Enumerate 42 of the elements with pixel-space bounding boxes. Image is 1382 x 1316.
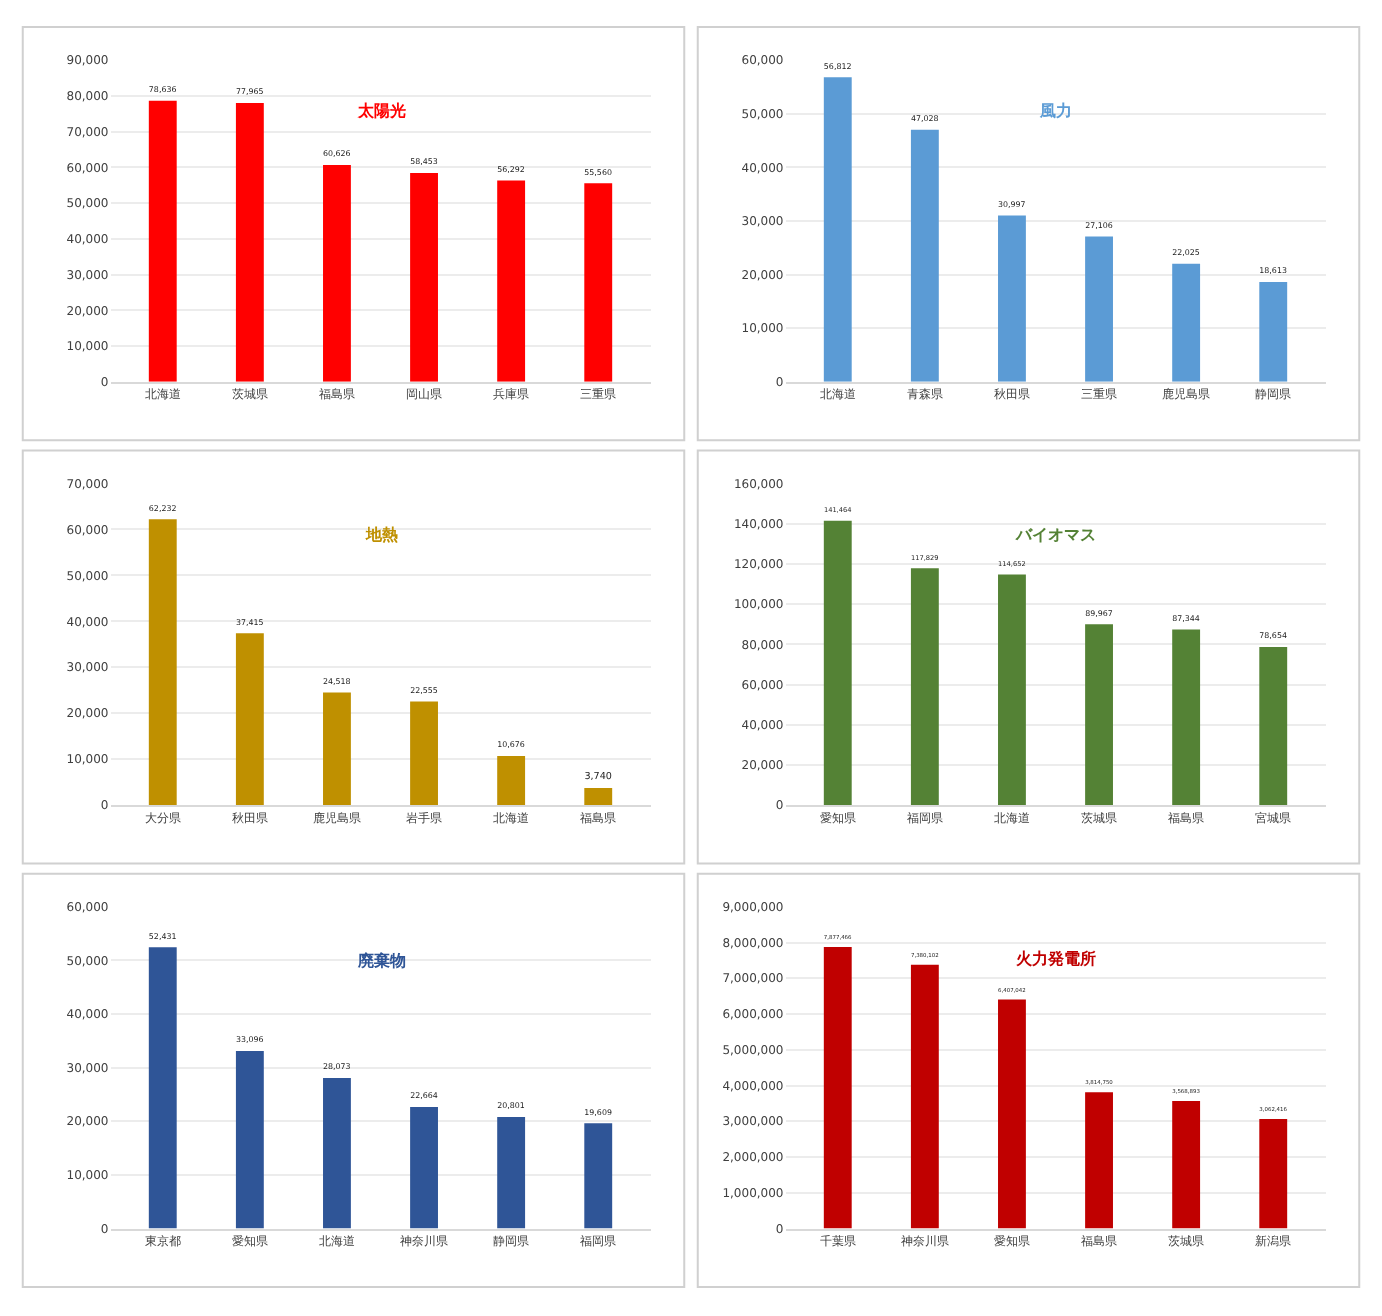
bar [148, 947, 177, 1229]
bar [235, 1051, 264, 1229]
bar [998, 215, 1026, 382]
bar [235, 103, 264, 382]
bar [148, 100, 177, 382]
bar [823, 520, 852, 806]
bar [1085, 1092, 1113, 1229]
bar [1172, 629, 1201, 806]
bar [1085, 236, 1113, 382]
bar [823, 77, 852, 382]
bar [410, 1106, 438, 1229]
bar [584, 183, 613, 382]
text: 風力 [1038, 102, 1072, 120]
bar [323, 165, 351, 382]
bar [497, 1116, 526, 1229]
bar [497, 180, 526, 382]
bar [1259, 282, 1288, 382]
bar [823, 946, 852, 1229]
bar [497, 756, 526, 806]
bar [148, 519, 177, 806]
bar [1259, 647, 1288, 806]
bar [584, 787, 613, 806]
bar [1172, 263, 1201, 382]
bar [410, 172, 438, 382]
bar [910, 964, 939, 1229]
bar [1172, 1100, 1201, 1229]
text: 火力発電所 [1014, 950, 1096, 968]
bar [910, 129, 939, 382]
text: 太陽光 [356, 102, 406, 120]
bar [1259, 1119, 1288, 1229]
bar [584, 1123, 613, 1229]
text: 地熱 [364, 526, 398, 544]
text: バイオマス [1014, 526, 1096, 544]
text: 廃棄物 [356, 950, 406, 970]
bar [998, 574, 1026, 806]
bar [323, 692, 351, 806]
bar [235, 633, 264, 806]
bar [410, 701, 438, 806]
bar [910, 568, 939, 806]
bar [323, 1077, 351, 1229]
bar [998, 999, 1026, 1229]
bar [1085, 624, 1113, 806]
